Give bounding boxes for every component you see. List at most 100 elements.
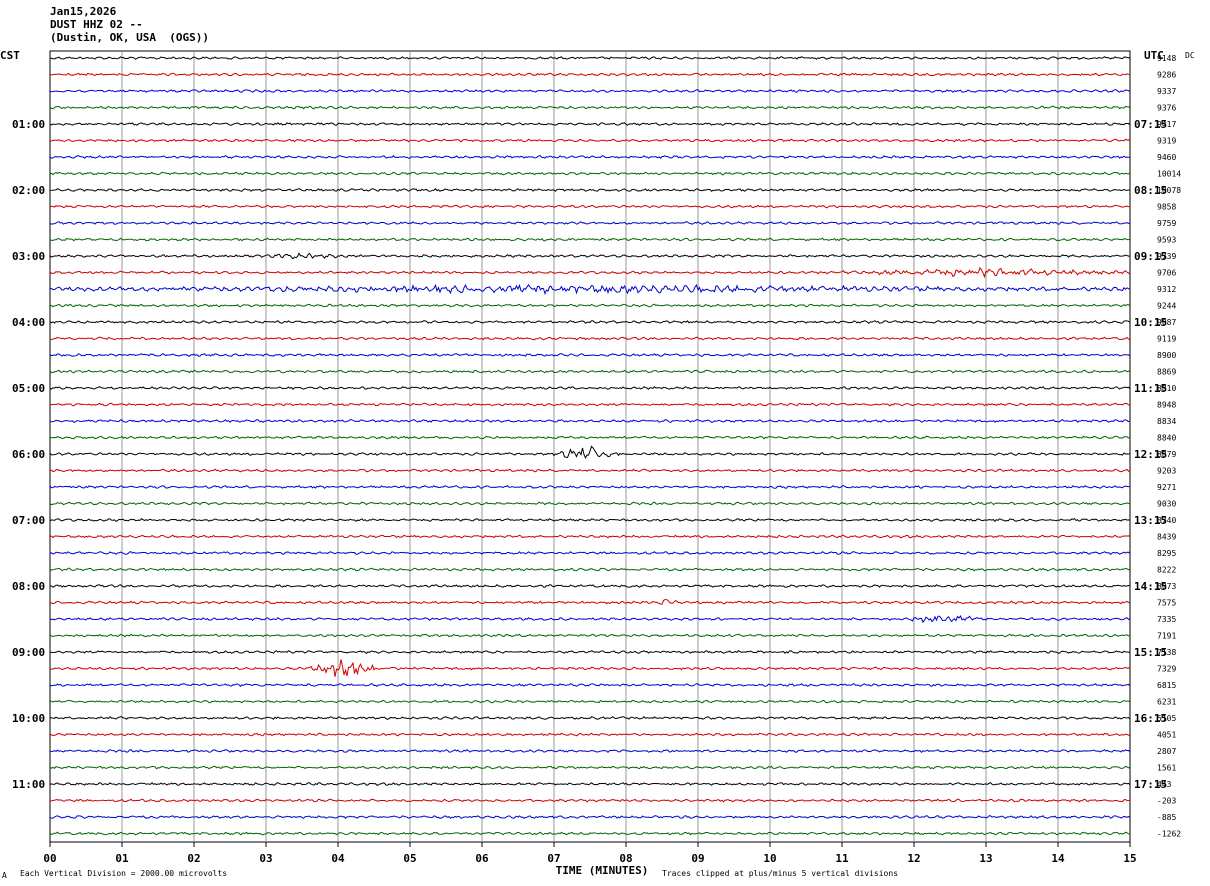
seismic-trace [49, 221, 1131, 225]
seismic-trace [49, 419, 1131, 423]
seismic-trace [49, 765, 1131, 770]
plot-date: Jan15,2026 [50, 5, 117, 18]
dc-offset-label: 8295 [1157, 549, 1176, 558]
seismic-trace [49, 336, 1131, 341]
dc-offset-label: 8439 [1157, 533, 1176, 542]
dc-offset-label: 9087 [1157, 318, 1176, 327]
dc-offset-label: 6815 [1157, 681, 1176, 690]
dc-offset-label: 9706 [1157, 269, 1176, 278]
seismic-trace [49, 798, 1131, 803]
seismic-trace [49, 352, 1131, 357]
dc-offset-label: 9417 [1157, 120, 1176, 129]
vertical-division-note: Each Vertical Division = 2000.00 microvo… [20, 869, 227, 878]
dc-offset-label: 9271 [1157, 483, 1176, 492]
x-tick-label: 13 [979, 852, 992, 865]
cst-hour-label: 01:00 [12, 118, 45, 131]
seismic-trace [49, 749, 1131, 754]
cst-hour-label: 10:00 [12, 712, 45, 725]
seismic-trace [49, 320, 1131, 324]
cst-hour-label: 09:00 [12, 646, 45, 659]
dc-heading: DC [1185, 51, 1195, 60]
cst-hour-label: 06:00 [12, 448, 45, 461]
dc-offset-label: 8834 [1157, 417, 1176, 426]
left-timezone-label: CST [0, 49, 20, 62]
dc-offset-label: 9312 [1157, 285, 1176, 294]
seismic-trace [49, 584, 1131, 588]
seismic-trace [49, 154, 1131, 160]
dc-offset-label: 8840 [1157, 434, 1176, 443]
utc-hour-label: 17:15 [1134, 778, 1167, 791]
seismic-trace [49, 468, 1131, 473]
cst-hour-label: 08:00 [12, 580, 45, 593]
x-tick-label: 02 [187, 852, 200, 865]
dc-offset-label: 9759 [1157, 219, 1176, 228]
station-code: DUST HHZ 02 -- [50, 18, 143, 31]
x-axis-label: TIME (MINUTES) [556, 864, 649, 877]
seismic-trace [49, 105, 1131, 110]
cst-hour-label: 03:00 [12, 250, 45, 263]
x-tick-label: 11 [835, 852, 849, 865]
dc-offset-label: 8222 [1157, 566, 1176, 575]
seismic-trace [49, 715, 1131, 720]
dc-offset-label: 9148 [1157, 54, 1176, 63]
seismic-trace [49, 266, 1131, 279]
seismic-trace [49, 683, 1131, 687]
dc-offset-label: 5105 [1157, 714, 1176, 723]
cst-hour-label: 04:00 [12, 316, 45, 329]
utc-hour-label: 13:15 [1134, 514, 1167, 527]
right-timezone-label: UTC [1144, 49, 1164, 62]
utc-hour-label: 08:15 [1134, 184, 1167, 197]
seismic-trace [49, 534, 1131, 539]
dc-offset-label: 8810 [1157, 384, 1176, 393]
cst-hour-label: 11:00 [12, 778, 45, 791]
seismic-trace [49, 567, 1131, 572]
utc-hour-label: 12:15 [1134, 448, 1167, 461]
dc-offset-label: 9739 [1157, 252, 1176, 261]
seismic-trace [49, 815, 1131, 820]
x-tick-label: 07 [547, 852, 560, 865]
x-tick-label: 09 [691, 852, 704, 865]
seismic-trace [49, 435, 1131, 440]
seismic-trace [49, 72, 1131, 77]
dc-offset-label: 7138 [1157, 648, 1176, 657]
x-tick-label: 15 [1123, 852, 1136, 865]
dc-offset-label: -1262 [1157, 830, 1181, 839]
utc-hour-label: 09:15 [1134, 250, 1167, 263]
seismic-trace [49, 699, 1131, 704]
x-tick-label: 03 [259, 852, 272, 865]
dc-offset-label: 1561 [1157, 764, 1176, 773]
x-tick-label: 05 [403, 852, 416, 865]
seismic-trace [49, 188, 1131, 192]
dc-offset-label: 2807 [1157, 747, 1176, 756]
dc-offset-label: 9286 [1157, 71, 1176, 80]
dc-offset-label: 9203 [1157, 467, 1176, 476]
dc-offset-label: 9337 [1157, 87, 1176, 96]
x-tick-label: 12 [907, 852, 920, 865]
dc-offset-label: 9030 [1157, 500, 1176, 509]
dc-offset-label: 10078 [1157, 186, 1181, 195]
dc-offset-label: 8948 [1157, 401, 1176, 410]
utc-hour-label: 07:15 [1134, 118, 1167, 131]
seismic-trace [49, 551, 1131, 555]
seismic-trace [49, 633, 1131, 638]
dc-offset-label: 9319 [1157, 137, 1176, 146]
x-tick-label: 00 [43, 852, 56, 865]
seismic-trace [49, 615, 1131, 624]
dc-offset-label: 7575 [1157, 599, 1176, 608]
dc-offset-labels: 9148 9286 9337 9376 9417 9319 9460 10014 10078 98… [1157, 54, 1181, 839]
seismic-trace [49, 303, 1131, 308]
station-location: (Dustin, OK, USA (OGS)) [50, 31, 209, 44]
seismic-trace [49, 204, 1131, 209]
dc-offset-label: 9858 [1157, 203, 1176, 212]
dc-offset-label: 8900 [1157, 351, 1176, 360]
plot-frame [49, 50, 1131, 843]
seismic-trace [49, 659, 1131, 677]
seismic-trace [49, 89, 1131, 93]
dc-offset-label: 10014 [1157, 170, 1181, 179]
x-tick-label: 01 [115, 852, 129, 865]
utc-hour-label: 14:15 [1134, 580, 1167, 593]
dc-offset-label: 8879 [1157, 450, 1176, 459]
dc-offset-label: 4051 [1157, 731, 1176, 740]
left-hour-labels: 01:00 02:00 03:00 04:00 05:00 06:00 07:00 08:00… [12, 118, 45, 791]
seismic-trace [49, 56, 1131, 60]
